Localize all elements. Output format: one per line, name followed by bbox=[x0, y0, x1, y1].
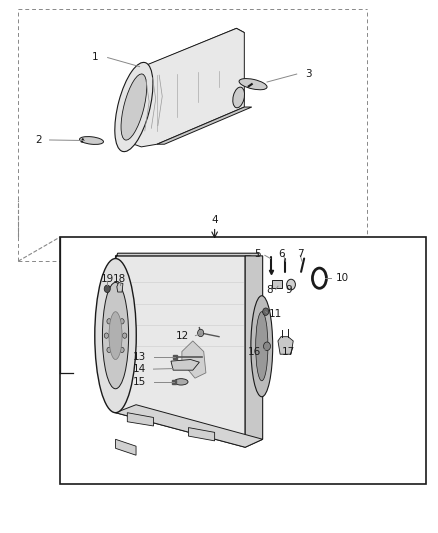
Text: 7: 7 bbox=[297, 249, 304, 259]
Ellipse shape bbox=[256, 312, 268, 381]
Text: 2: 2 bbox=[35, 135, 42, 145]
Text: 13: 13 bbox=[133, 352, 147, 362]
Circle shape bbox=[113, 353, 118, 359]
Polygon shape bbox=[134, 28, 244, 75]
Circle shape bbox=[287, 279, 295, 290]
Text: 8: 8 bbox=[266, 286, 273, 295]
Text: 14: 14 bbox=[133, 364, 147, 374]
Text: 18: 18 bbox=[113, 274, 127, 284]
Circle shape bbox=[104, 333, 109, 338]
Circle shape bbox=[120, 347, 124, 352]
Polygon shape bbox=[188, 427, 215, 441]
Ellipse shape bbox=[115, 62, 153, 152]
Polygon shape bbox=[171, 360, 199, 370]
Polygon shape bbox=[117, 282, 123, 292]
Circle shape bbox=[198, 329, 204, 337]
Ellipse shape bbox=[239, 78, 267, 90]
Text: 10: 10 bbox=[336, 273, 349, 282]
Ellipse shape bbox=[174, 378, 188, 385]
Text: 1: 1 bbox=[92, 52, 99, 61]
Circle shape bbox=[113, 313, 118, 318]
Text: 9: 9 bbox=[286, 286, 292, 295]
Text: 16: 16 bbox=[248, 346, 261, 357]
Polygon shape bbox=[278, 337, 293, 354]
Circle shape bbox=[263, 308, 269, 316]
Circle shape bbox=[107, 347, 111, 352]
Text: 4: 4 bbox=[211, 215, 218, 225]
Text: 3: 3 bbox=[305, 69, 312, 79]
Ellipse shape bbox=[80, 136, 103, 144]
Text: 19: 19 bbox=[101, 274, 114, 284]
Circle shape bbox=[107, 319, 111, 324]
Text: 17: 17 bbox=[282, 346, 295, 357]
Ellipse shape bbox=[109, 312, 122, 360]
Circle shape bbox=[264, 342, 271, 351]
Ellipse shape bbox=[251, 296, 273, 397]
Text: 15: 15 bbox=[133, 377, 147, 387]
Circle shape bbox=[120, 319, 124, 324]
Polygon shape bbox=[116, 256, 245, 447]
Circle shape bbox=[104, 285, 110, 293]
Text: 12: 12 bbox=[176, 330, 189, 341]
Polygon shape bbox=[116, 439, 136, 455]
Ellipse shape bbox=[233, 87, 244, 108]
Ellipse shape bbox=[121, 74, 147, 140]
Ellipse shape bbox=[95, 259, 136, 413]
Polygon shape bbox=[134, 28, 244, 147]
Text: 6: 6 bbox=[278, 249, 285, 259]
Circle shape bbox=[123, 333, 127, 338]
Text: 11: 11 bbox=[268, 309, 282, 319]
Ellipse shape bbox=[102, 282, 129, 389]
Polygon shape bbox=[182, 341, 206, 378]
Bar bbox=[272, 280, 282, 288]
Polygon shape bbox=[116, 253, 258, 259]
Bar bbox=[60, 237, 426, 484]
Polygon shape bbox=[157, 107, 252, 144]
Text: 5: 5 bbox=[254, 249, 261, 259]
Polygon shape bbox=[245, 256, 263, 447]
Polygon shape bbox=[127, 413, 153, 426]
Polygon shape bbox=[116, 405, 263, 447]
